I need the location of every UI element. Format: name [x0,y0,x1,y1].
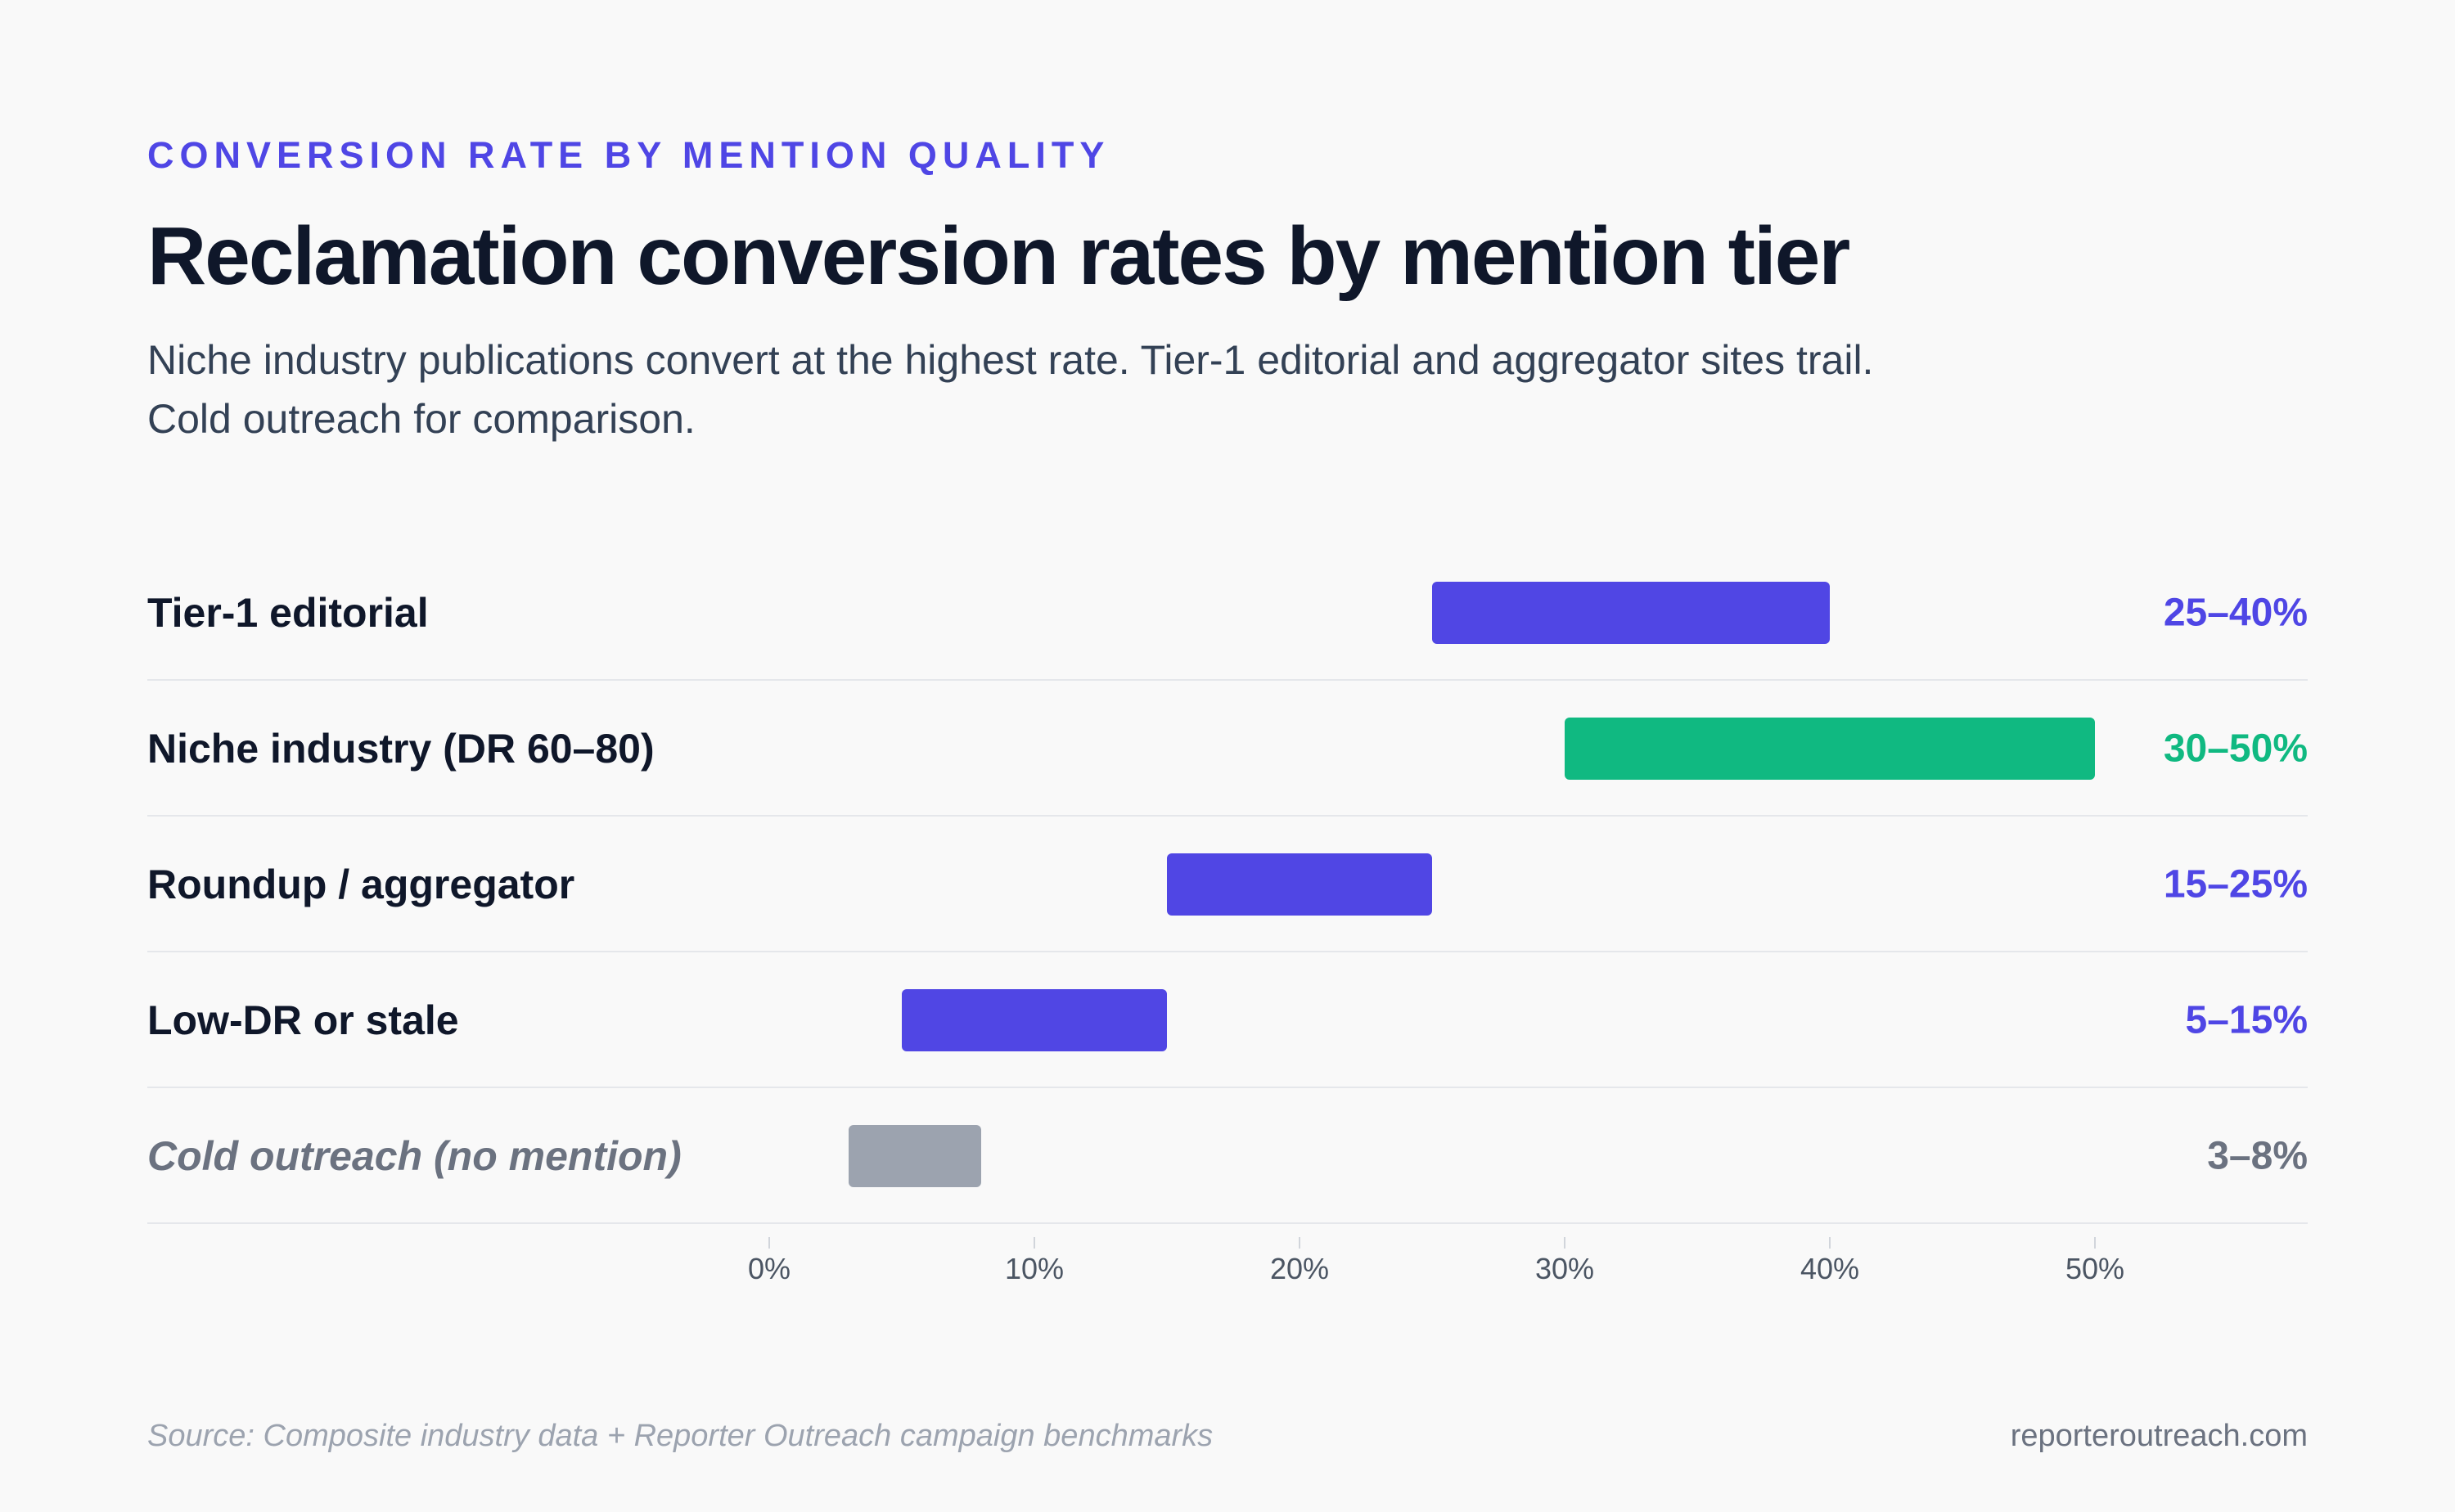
range-bar [1432,582,1830,644]
chart-row: Low-DR or stale 5–15% [147,952,2308,1088]
x-tick-mark [2094,1237,2096,1249]
source-note: Source: Composite industry data + Report… [147,1419,1214,1453]
value-label: 3–8% [2207,1134,2308,1178]
chart-title: Reclamation conversion rates by mention … [147,210,1850,302]
range-bar [1565,718,2095,780]
chart-row: Roundup / aggregator 15–25% [147,817,2308,952]
x-tick-label: 50% [2065,1252,2125,1285]
x-tick-label: 40% [1800,1252,1860,1285]
value-label: 5–15% [2185,998,2308,1042]
chart-eyebrow: CONVERSION RATE BY MENTION QUALITY [147,134,1110,176]
x-tick-label: 20% [1270,1252,1330,1285]
row-divider [147,679,2308,681]
x-tick-mark [1299,1237,1300,1249]
value-label: 30–50% [2163,727,2308,771]
category-label: Roundup / aggregator [147,862,575,907]
chart-row: Niche industry (DR 60–80) 30–50% [147,681,2308,817]
chart-subtitle: Niche industry publications convert at t… [147,331,2275,448]
category-label: Cold outreach (no mention) [147,1133,682,1179]
x-tick-label: 30% [1535,1252,1595,1285]
row-divider [147,1222,2308,1224]
site-url: reporteroutreach.com [2010,1419,2308,1453]
row-divider [147,1087,2308,1088]
range-bar [902,989,1167,1051]
subtitle-line-2: Cold outreach for comparison. [147,396,696,442]
row-divider [147,815,2308,817]
x-tick-label: 0% [748,1252,791,1285]
row-divider [147,951,2308,952]
category-label: Tier-1 editorial [147,590,429,636]
value-label: 25–40% [2163,591,2308,635]
x-tick-mark [768,1237,770,1249]
x-tick-mark [1829,1237,1831,1249]
subtitle-line-1: Niche industry publications convert at t… [147,337,1874,383]
x-tick-mark [1034,1237,1035,1249]
value-label: 15–25% [2163,862,2308,907]
chart-row: Cold outreach (no mention) 3–8% [147,1088,2308,1224]
chart-row: Tier-1 editorial 25–40% [147,545,2308,681]
x-tick-label: 10% [1005,1252,1065,1285]
category-label: Low-DR or stale [147,997,459,1043]
x-tick-mark [1564,1237,1565,1249]
range-bar [1167,853,1432,916]
category-label: Niche industry (DR 60–80) [147,726,655,772]
range-bar [849,1125,982,1187]
